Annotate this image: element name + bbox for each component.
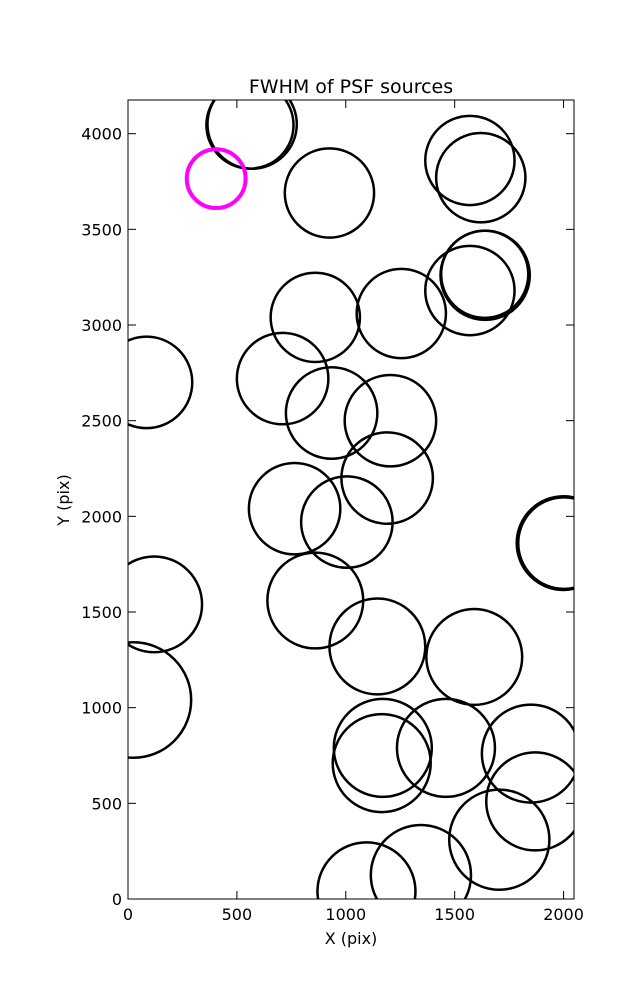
psf-source-marker bbox=[299, 475, 394, 570]
psf-source-marker bbox=[284, 366, 379, 461]
psf-source-marker bbox=[128, 641, 193, 759]
psf-source-marker bbox=[485, 751, 574, 852]
x-tick-label: 2000 bbox=[543, 905, 584, 924]
psf-source-marker-highlight bbox=[184, 147, 248, 211]
psf-source-marker bbox=[424, 114, 516, 207]
psf-source-marker bbox=[316, 841, 417, 899]
psf-source-marker bbox=[369, 823, 473, 899]
x-tick-label: 1500 bbox=[434, 905, 475, 924]
psf-source-marker bbox=[424, 244, 516, 337]
y-tick-label: 3000 bbox=[81, 316, 122, 335]
psf-source-marker bbox=[266, 551, 365, 650]
plot-frame bbox=[127, 99, 575, 900]
psf-source-marker bbox=[425, 607, 524, 707]
x-axis-label: X (pix) bbox=[325, 929, 378, 948]
psf-source-marker bbox=[517, 496, 574, 591]
sources-layer bbox=[128, 100, 574, 899]
psf-source-marker bbox=[128, 335, 194, 430]
psf-source-marker bbox=[332, 697, 434, 799]
y-tick-label: 3500 bbox=[81, 220, 122, 239]
psf-source-marker bbox=[128, 555, 204, 654]
psf-source-marker bbox=[331, 712, 432, 814]
x-tick-label: 1000 bbox=[325, 905, 366, 924]
psf-source-marker bbox=[480, 703, 574, 804]
psf-source-marker bbox=[205, 100, 295, 170]
x-tick-label: 0 bbox=[123, 905, 133, 924]
psf-source-marker bbox=[395, 697, 497, 799]
x-tick-label: 500 bbox=[222, 905, 253, 924]
ticks-layer: 0 500 1000 1500 2000 0 500 1000 1500 2000 2500 3000… bbox=[81, 100, 584, 924]
y-tick-label: 4000 bbox=[81, 125, 122, 144]
psf-source-marker bbox=[340, 431, 435, 526]
psf-source-marker bbox=[328, 597, 427, 696]
psf-source-marker bbox=[283, 147, 376, 239]
chart-title: FWHM of PSF sources bbox=[249, 76, 453, 98]
psf-source-marker bbox=[247, 461, 342, 556]
psf-source-marker bbox=[439, 229, 530, 320]
psf-source-marker bbox=[434, 131, 527, 224]
psf-source-marker bbox=[235, 331, 330, 426]
y-tick-label: 2000 bbox=[81, 507, 122, 526]
psf-source-marker bbox=[447, 788, 551, 892]
y-axis-label: Y (pix) bbox=[54, 474, 73, 526]
y-tick-label: 1000 bbox=[81, 699, 122, 718]
y-tick-label: 1500 bbox=[81, 603, 122, 622]
psf-source-marker bbox=[343, 373, 438, 468]
y-tick-label: 2500 bbox=[81, 412, 122, 431]
psf-source-marker bbox=[355, 267, 448, 360]
psf-source-marker bbox=[269, 271, 362, 364]
y-tick-label: 0 bbox=[112, 890, 122, 909]
y-tick-label: 500 bbox=[91, 794, 122, 813]
